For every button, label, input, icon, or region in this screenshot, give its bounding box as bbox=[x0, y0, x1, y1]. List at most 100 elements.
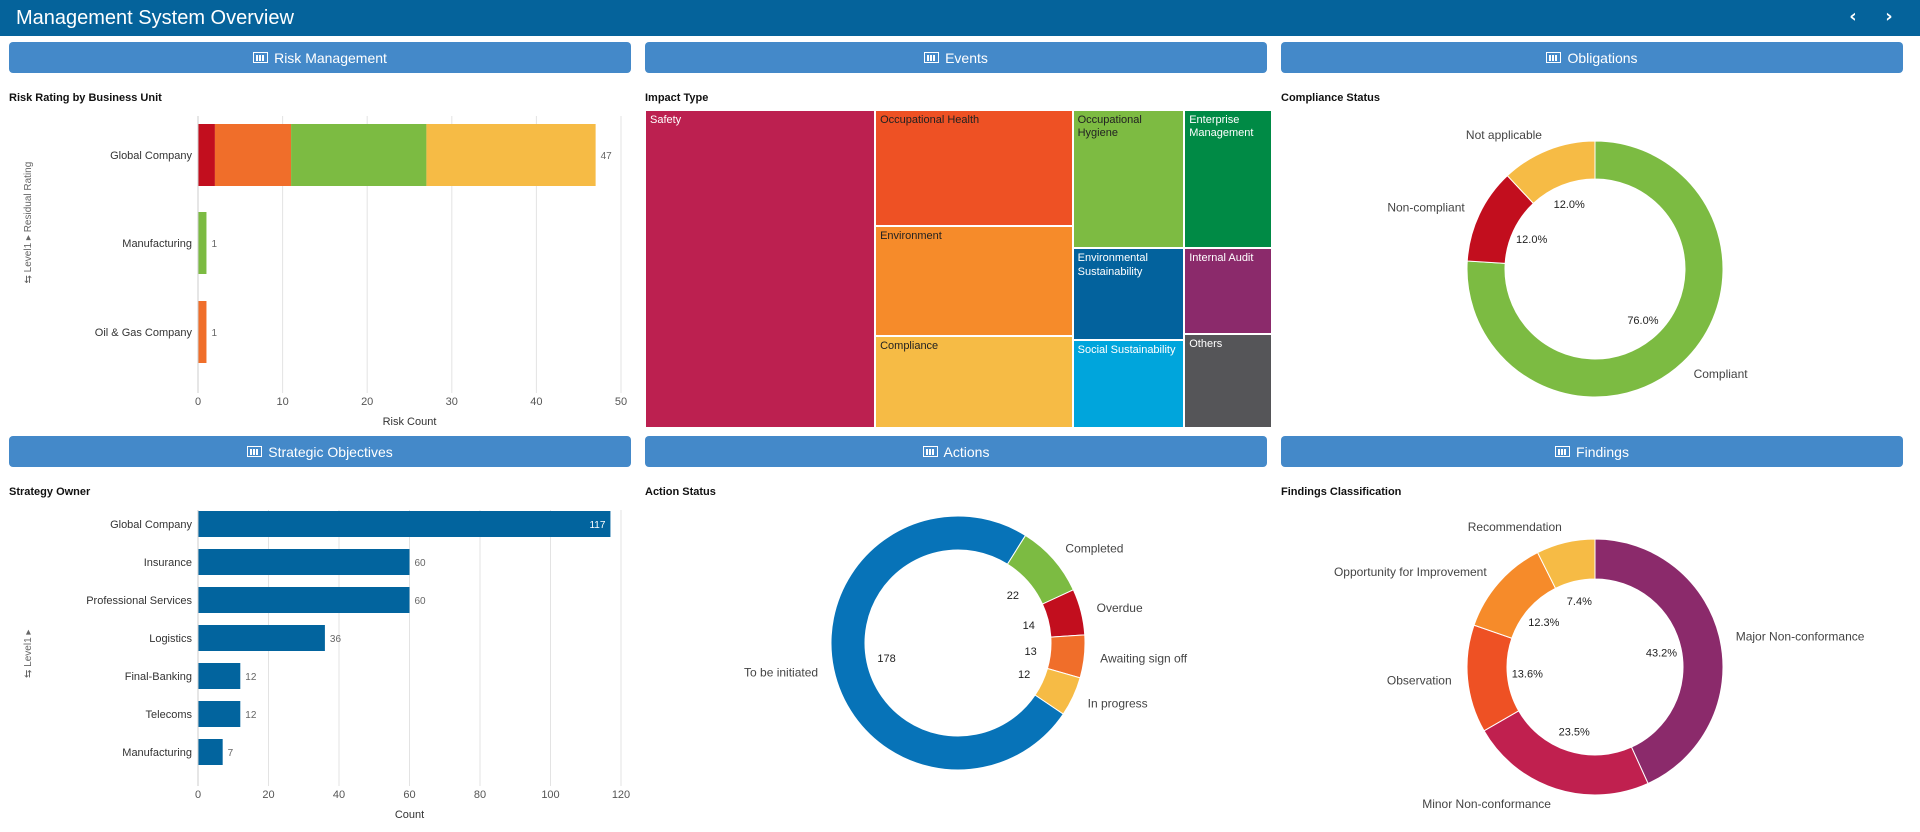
slice-value: 14 bbox=[1023, 620, 1035, 632]
chevron-left-icon[interactable]: ‹ bbox=[1849, 6, 1857, 27]
app-header: Management System Overview ‹ › bbox=[0, 0, 1920, 36]
slice-value: 178 bbox=[877, 653, 895, 665]
risk-panel: Risk Management Risk Rating by Business … bbox=[9, 42, 631, 428]
chevron-right-icon[interactable]: › bbox=[1885, 6, 1893, 27]
slice-value: 12.3% bbox=[1528, 617, 1559, 629]
bar bbox=[198, 701, 241, 727]
y-axis-title: ⇆ Level1 ▸ bbox=[23, 630, 34, 678]
chart-title: Action Status bbox=[645, 486, 716, 498]
data-label: 12 bbox=[245, 710, 257, 721]
chart-title: Compliance Status bbox=[1281, 92, 1381, 104]
x-tick-label: 80 bbox=[474, 789, 486, 801]
button-label: Findings bbox=[1576, 443, 1629, 460]
obligations-button[interactable]: Obligations bbox=[1281, 42, 1903, 73]
slice-label: Completed bbox=[1065, 542, 1123, 556]
tile-label: Occupational Health bbox=[880, 114, 980, 126]
slice-label: Minor Non-conformance bbox=[1422, 797, 1551, 811]
category-label: Manufacturing bbox=[122, 238, 192, 250]
category-label: Telecoms bbox=[146, 709, 193, 721]
chart-title: Findings Classification bbox=[1281, 486, 1402, 498]
x-tick-label: 50 bbox=[615, 396, 627, 408]
findings-button[interactable]: Findings bbox=[1281, 436, 1903, 467]
data-label: 117 bbox=[589, 520, 605, 531]
bar bbox=[198, 587, 410, 613]
slice-label: Not applicable bbox=[1466, 128, 1542, 142]
slice-value: 43.2% bbox=[1646, 648, 1677, 660]
treemap-tile[interactable]: Others bbox=[1184, 334, 1272, 428]
slice-value: 76.0% bbox=[1627, 315, 1658, 327]
category-label: Global Company bbox=[110, 519, 192, 531]
treemap-tile[interactable]: Safety bbox=[645, 110, 876, 428]
chart-title: Strategy Owner bbox=[9, 486, 91, 498]
events-button[interactable]: Events bbox=[645, 42, 1267, 73]
bar bbox=[198, 511, 611, 537]
x-tick-label: 0 bbox=[195, 789, 201, 801]
action-status-donut: To be initiated 178 Completed 22 Overdue 14 Aw… bbox=[744, 515, 1188, 771]
treemap-tile[interactable]: Internal Audit bbox=[1184, 248, 1272, 335]
risk-management-button[interactable]: Risk Management bbox=[9, 42, 631, 73]
treemap-tile[interactable]: Environmental Sustainability bbox=[1072, 248, 1185, 341]
donut-slice[interactable] bbox=[830, 515, 1064, 771]
slice-label: In progress bbox=[1088, 696, 1148, 710]
donut-slice[interactable] bbox=[1483, 710, 1649, 796]
treemap-tile[interactable]: Environment bbox=[875, 226, 1073, 337]
data-label: 1 bbox=[211, 328, 217, 339]
donut-slice[interactable] bbox=[1034, 667, 1081, 715]
tile-label: Compliance bbox=[880, 340, 939, 353]
tile-label: Occupational Hygiene bbox=[1077, 114, 1142, 140]
obligations-panel: Obligations Compliance Status Compliant 7… bbox=[1281, 42, 1903, 398]
bar-segment bbox=[198, 212, 207, 274]
treemap-tile[interactable]: Social Sustainability bbox=[1072, 340, 1185, 428]
slice-label: Major Non-conformance bbox=[1736, 629, 1865, 643]
bar bbox=[198, 625, 325, 651]
slice-label: Recommendation bbox=[1468, 520, 1562, 534]
button-label: Events bbox=[945, 49, 988, 66]
treemap-tile[interactable]: Enterprise Management bbox=[1184, 110, 1272, 249]
button-label: Obligations bbox=[1567, 49, 1638, 66]
category-label: Manufacturing bbox=[122, 747, 192, 759]
tile-label: Internal Audit bbox=[1189, 252, 1254, 265]
chart-icon bbox=[253, 52, 269, 63]
slice-value: 12.0% bbox=[1554, 199, 1585, 211]
x-tick-label: 0 bbox=[195, 396, 201, 408]
strategic-objectives-button[interactable]: Strategic Objectives bbox=[9, 436, 631, 467]
chart-title: Impact Type bbox=[645, 92, 709, 104]
button-label: Risk Management bbox=[274, 49, 387, 66]
category-label: Global Company bbox=[110, 150, 192, 162]
x-tick-label: 120 bbox=[612, 789, 630, 801]
bar-segment bbox=[426, 124, 596, 186]
donut-slice[interactable] bbox=[1466, 140, 1724, 398]
compliance-donut: Compliant 76.0% Non-compliant 12.0% Not appl… bbox=[1387, 128, 1748, 398]
bar bbox=[198, 549, 410, 575]
button-label: Strategic Objectives bbox=[268, 443, 393, 460]
page-title: Management System Overview bbox=[16, 6, 294, 29]
slice-value: 22 bbox=[1007, 590, 1019, 602]
x-tick-label: 40 bbox=[333, 789, 345, 801]
donut-slice[interactable] bbox=[1506, 140, 1596, 205]
slice-label: Non-compliant bbox=[1387, 201, 1465, 215]
x-tick-label: 100 bbox=[541, 789, 559, 801]
slice-value: 13.6% bbox=[1512, 668, 1543, 680]
chart-icon bbox=[247, 446, 263, 457]
treemap-tile[interactable]: Occupational Hygiene bbox=[1072, 110, 1185, 249]
x-tick-label: 40 bbox=[530, 396, 542, 408]
donut-slice[interactable] bbox=[1536, 538, 1596, 590]
donut-slice[interactable] bbox=[1594, 538, 1724, 785]
findings-panel: Findings Findings Classification Major N… bbox=[1281, 436, 1903, 811]
category-label: Oil & Gas Company bbox=[95, 327, 193, 339]
slice-label: To be initiated bbox=[744, 666, 818, 680]
strategic-panel: Strategic Objectives Strategy Owner 0 20 4… bbox=[9, 436, 631, 821]
events-panel: Events Impact Type Safety Occupational He… bbox=[645, 42, 1272, 428]
data-label: 60 bbox=[415, 558, 427, 569]
chart-icon bbox=[1555, 446, 1571, 457]
tile-label: Environment bbox=[880, 230, 942, 243]
actions-button[interactable]: Actions bbox=[645, 436, 1267, 467]
chart-icon bbox=[924, 52, 940, 63]
chart-title: Risk Rating by Business Unit bbox=[9, 92, 162, 104]
impact-type-treemap: Safety Occupational Health Environment Comp… bbox=[645, 110, 1272, 428]
treemap-tile[interactable]: Occupational Health bbox=[875, 110, 1073, 227]
chart-icon bbox=[1546, 52, 1562, 63]
treemap-tile[interactable]: Compliance bbox=[875, 336, 1073, 428]
tile-label: Environmental Sustainability bbox=[1077, 252, 1148, 278]
slice-label: Overdue bbox=[1097, 601, 1143, 615]
